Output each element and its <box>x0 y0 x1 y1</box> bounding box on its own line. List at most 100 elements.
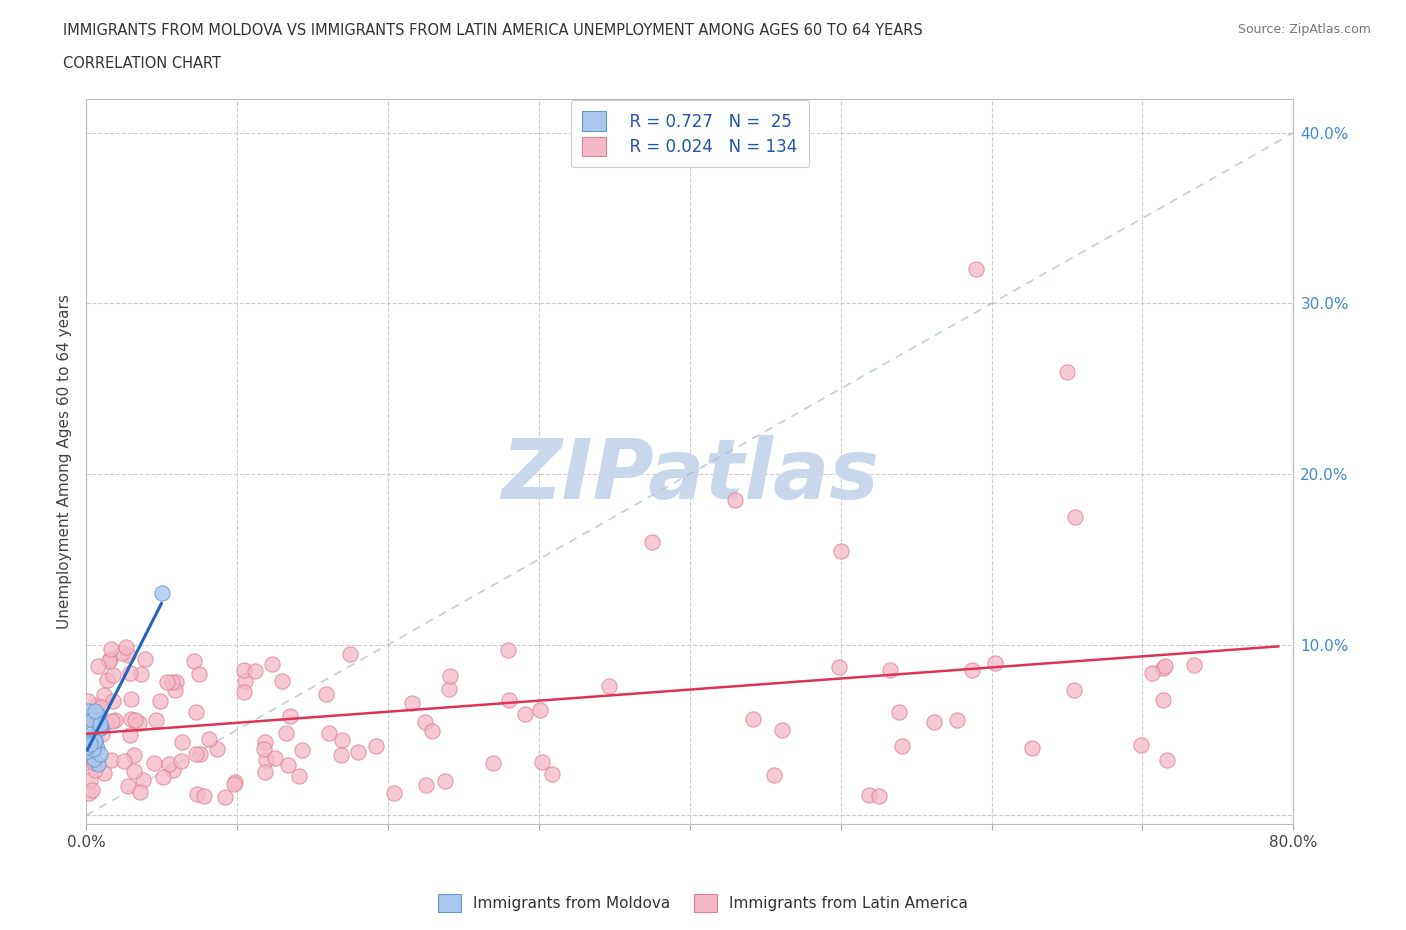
Point <box>117 779 139 794</box>
Point <box>86 698 108 712</box>
Point <box>84 762 107 777</box>
Point <box>439 669 461 684</box>
Point <box>382 785 405 800</box>
Point <box>100 752 122 767</box>
Point <box>152 770 174 785</box>
Point <box>439 682 461 697</box>
Point <box>93 766 115 781</box>
Point <box>891 738 914 753</box>
Point <box>96 672 118 687</box>
Point <box>498 693 520 708</box>
Point <box>193 789 215 804</box>
Point <box>253 735 276 750</box>
Point <box>1152 660 1174 675</box>
Point <box>184 747 207 762</box>
Point <box>339 647 361 662</box>
Point <box>76 694 98 709</box>
Point <box>724 492 747 507</box>
Point <box>641 535 664 550</box>
Point <box>887 705 910 720</box>
Point <box>288 768 311 783</box>
Point <box>830 543 852 558</box>
Point <box>80 708 103 723</box>
Point <box>83 733 105 748</box>
Point <box>330 732 353 747</box>
Point <box>149 694 172 709</box>
Point <box>98 651 121 666</box>
Point <box>763 767 786 782</box>
Point <box>205 741 228 756</box>
Point <box>145 712 167 727</box>
Point <box>97 653 120 668</box>
Point <box>101 713 124 728</box>
Point <box>1063 510 1085 525</box>
Point <box>76 740 98 755</box>
Point <box>156 674 179 689</box>
Point <box>82 741 104 756</box>
Point <box>77 786 100 801</box>
Point <box>186 787 208 802</box>
Point <box>87 708 110 723</box>
Point <box>162 762 184 777</box>
Point <box>868 789 890 804</box>
Point <box>83 756 105 771</box>
Text: CORRELATION CHART: CORRELATION CHART <box>63 56 221 71</box>
Point <box>83 751 105 766</box>
Point <box>277 757 299 772</box>
Point <box>188 746 211 761</box>
Point <box>214 790 236 804</box>
Point <box>291 742 314 757</box>
Point <box>82 712 104 727</box>
Legend:   R = 0.727   N =  25,   R = 0.024   N = 134: R = 0.727 N = 25, R = 0.024 N = 134 <box>571 100 808 167</box>
Point <box>118 665 141 680</box>
Point <box>364 739 387 754</box>
Point <box>90 720 112 735</box>
Y-axis label: Unemployment Among Ages 60 to 64 years: Unemployment Among Ages 60 to 64 years <box>58 294 72 629</box>
Point <box>742 712 765 727</box>
Point <box>111 646 134 661</box>
Point <box>1153 692 1175 707</box>
Point <box>128 785 150 800</box>
Point <box>160 674 183 689</box>
Text: IMMIGRANTS FROM MOLDOVA VS IMMIGRANTS FROM LATIN AMERICA UNEMPLOYMENT AMONG AGES: IMMIGRANTS FROM MOLDOVA VS IMMIGRANTS FR… <box>63 23 922 38</box>
Point <box>150 586 173 601</box>
Point <box>253 741 276 756</box>
Point <box>263 751 285 765</box>
Point <box>401 696 423 711</box>
Point <box>233 684 256 699</box>
Point <box>413 714 436 729</box>
Point <box>965 262 987 277</box>
Point <box>79 735 101 750</box>
Point <box>1140 666 1163 681</box>
Point <box>232 662 254 677</box>
Point <box>112 754 135 769</box>
Point <box>87 658 110 673</box>
Point <box>77 703 100 718</box>
Point <box>1154 658 1177 673</box>
Point <box>117 648 139 663</box>
Point <box>1056 365 1078 379</box>
Point <box>82 711 104 725</box>
Point <box>270 674 292 689</box>
Point <box>134 651 156 666</box>
Point <box>79 739 101 754</box>
Point <box>960 662 983 677</box>
Point <box>1063 683 1085 698</box>
Point <box>540 766 562 781</box>
Point <box>115 640 138 655</box>
Point <box>278 709 301 724</box>
Point <box>120 711 142 726</box>
Point <box>79 772 101 787</box>
Point <box>120 692 142 707</box>
Point <box>420 724 443 738</box>
Point <box>529 703 551 718</box>
Point <box>183 654 205 669</box>
Point <box>482 756 505 771</box>
Legend: Immigrants from Moldova, Immigrants from Latin America: Immigrants from Moldova, Immigrants from… <box>432 888 974 918</box>
Point <box>124 712 146 727</box>
Point <box>188 667 211 682</box>
Point <box>93 687 115 702</box>
Point <box>770 723 793 737</box>
Point <box>84 754 107 769</box>
Point <box>89 721 111 736</box>
